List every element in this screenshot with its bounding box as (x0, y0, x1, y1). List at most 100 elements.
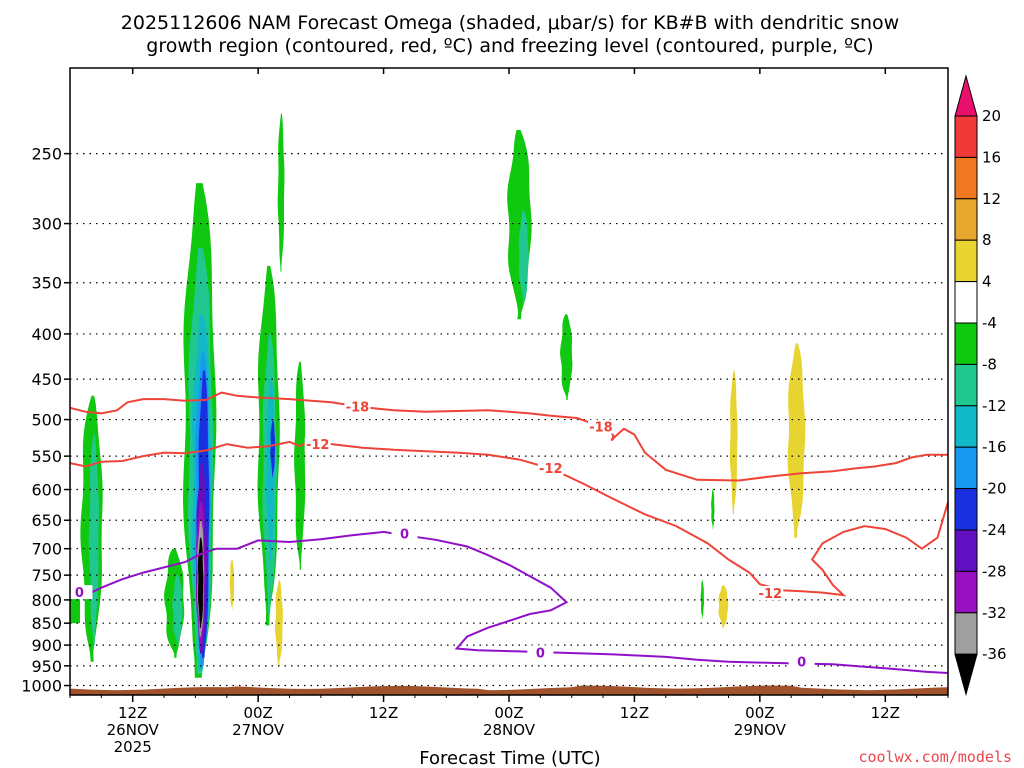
colorbar-band-5 (954, 322, 978, 365)
colorbar-band-3 (954, 239, 978, 283)
omega-green-small-1 (711, 489, 715, 529)
label-dendritic-18-a-bg (344, 399, 371, 414)
xtick-label-2-0: 12Z (369, 704, 398, 722)
label-dendritic-12-c-bg (757, 586, 784, 601)
colorbar-label-7: -12 (982, 397, 1007, 415)
ytick-label-700: 700 (31, 540, 62, 559)
colorbar-band-12 (954, 612, 978, 655)
ytick-label-250: 250 (31, 145, 62, 164)
ytick-label-850: 850 (31, 614, 62, 633)
plot-area: -18 -18 -12 -12 -12 0 0 0 0 (66, 67, 949, 696)
omega-edge-patch (70, 590, 80, 624)
x-axis-label: Forecast Time (UTC) (419, 748, 600, 768)
colorbar-label-11: -28 (982, 562, 1007, 580)
title-line-1: 2025112606 NAM Forecast Omega (shaded, μ… (121, 12, 899, 34)
label-dendritic-12-c: -12 (759, 587, 783, 602)
omega-main-core (197, 537, 204, 628)
ytick-label-1000: 1000 (21, 677, 62, 696)
xtick-label-0-0: 12Z (118, 704, 147, 722)
ytick-label-900: 900 (31, 636, 62, 655)
label-dendritic-12-a-bg (304, 437, 331, 452)
label-dendritic-18-b-bg (587, 419, 614, 434)
colorbar-band-0 (954, 115, 978, 158)
label-freezing-0-c-bg (527, 645, 554, 660)
credit-text: coolwx.com/models (858, 748, 1012, 766)
colorbar-band-1 (954, 156, 978, 200)
omega-mid-patch (560, 314, 573, 400)
omega-thin-upper (277, 113, 285, 272)
ytick-label-400: 400 (31, 325, 62, 344)
freezing-contours (70, 530, 948, 674)
colorbar-label-0: 20 (982, 107, 1001, 125)
omega-pos-small-1 (229, 559, 235, 610)
ytick-label-800: 800 (31, 591, 62, 610)
omega-second-l4 (270, 419, 276, 477)
colorbar-band-6 (954, 363, 978, 407)
label-dendritic-12-b: -12 (539, 462, 563, 477)
label-freezing-0-c: 0 (536, 646, 545, 661)
ytick-label-600: 600 (31, 481, 62, 500)
colorbar-label-13: -36 (982, 645, 1007, 663)
omega-pos-right-2 (729, 370, 738, 515)
ground-terrain (70, 685, 948, 695)
xtick-label-4-0: 12Z (620, 704, 649, 722)
label-dendritic-12-b-bg (537, 460, 564, 475)
dendritic-contour--12 (70, 439, 948, 597)
axes: 250 300 350 400 450 500 550 600 650 700 750 800 850 9… (21, 68, 949, 756)
dendritic-contour--18 (70, 391, 948, 482)
colorbar-label-8: -16 (982, 438, 1007, 456)
colorbar-label-3: 8 (982, 231, 992, 249)
label-freezing-0-b-bg (391, 526, 418, 541)
xtick-label-0-1: 26NOV (107, 721, 160, 739)
ytick-label-500: 500 (31, 411, 62, 430)
omega-upper-inner (518, 210, 529, 304)
label-freezing-0-a: 0 (75, 586, 84, 601)
xtick-label-0-2: 2025 (114, 738, 152, 756)
omega-main-low-inner (172, 575, 183, 646)
colorbar-label-4: 4 (982, 273, 992, 291)
colorbar-top-arrow (954, 74, 978, 117)
label-freezing-0-b: 0 (400, 527, 409, 542)
colorbar-band-2 (954, 198, 978, 241)
colorbar-band-9 (954, 488, 978, 531)
label-dendritic-18-a: -18 (346, 401, 370, 416)
colorbar-label-6: -8 (982, 355, 997, 373)
label-freezing-0-a-bg (66, 585, 93, 600)
omega-field (70, 113, 948, 695)
ytick-label-950: 950 (31, 657, 62, 676)
freezing-contour-0 (70, 530, 948, 674)
colorbar-band-7 (954, 405, 978, 448)
label-dendritic-12-a: -12 (306, 438, 330, 453)
ytick-label-300: 300 (31, 215, 62, 234)
omega-green-small-2 (700, 580, 704, 619)
colorbar-label-2: 12 (982, 190, 1001, 208)
label-freezing-0-d: 0 (797, 655, 806, 670)
omega-second-right (294, 361, 306, 570)
xtick-label-5-1: 29NOV (734, 721, 787, 739)
colorbar-label-12: -32 (982, 604, 1007, 622)
colorbar-bottom-arrow (954, 653, 978, 697)
ytick-label-550: 550 (31, 447, 62, 466)
colorbar-label-9: -20 (982, 480, 1007, 498)
colorbar-band-8 (954, 446, 978, 490)
chart-title: 2025112606 NAM Forecast Omega (shaded, μ… (121, 12, 899, 57)
xtick-label-3-0: 00Z (494, 704, 523, 722)
dendritic-contours (70, 391, 948, 597)
ytick-label-750: 750 (31, 566, 62, 585)
colorbar-label-10: -24 (982, 521, 1007, 539)
title-line-2: growth region (contoured, red, ºC) and f… (146, 35, 873, 57)
label-freezing-0-d-bg (788, 654, 815, 669)
ytick-label-350: 350 (31, 274, 62, 293)
xtick-label-1-0: 00Z (243, 704, 272, 722)
colorbar-label-1: 16 (982, 148, 1001, 166)
colorbar: 20 16 12 8 4 -4 -8 -12 -16 -20 -24 -28 -32 -36 (954, 74, 1007, 697)
omega-pos-small-3 (718, 585, 729, 628)
colorbar-band-11 (954, 570, 978, 614)
xtick-label-5-0: 00Z (745, 704, 774, 722)
label-dendritic-18-b: -18 (589, 421, 613, 436)
xtick-label-3-1: 28NOV (483, 721, 536, 739)
ytick-label-450: 450 (31, 370, 62, 389)
ytick-label-650: 650 (31, 511, 62, 530)
xtick-label-6-0: 12Z (871, 704, 900, 722)
